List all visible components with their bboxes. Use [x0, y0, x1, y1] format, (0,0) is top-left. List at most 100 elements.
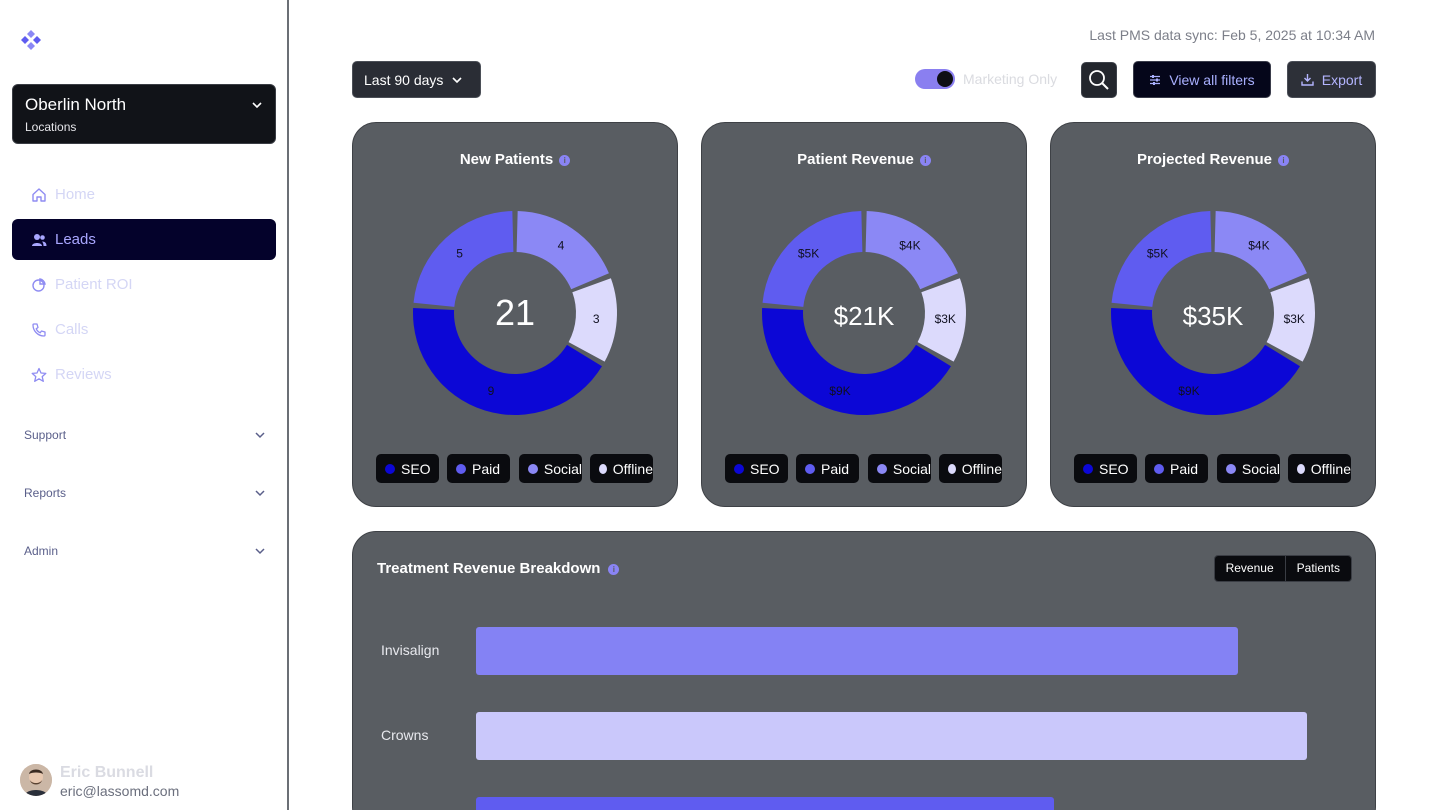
chevron-down-icon	[255, 490, 265, 497]
export-button[interactable]: Export	[1287, 61, 1376, 98]
legend-label: Paid	[472, 460, 501, 477]
slice-label: $9K	[1178, 384, 1199, 398]
bar[interactable]	[476, 712, 1307, 760]
location-selector[interactable]: Oberlin North Locations	[12, 84, 276, 144]
bar[interactable]	[476, 627, 1238, 675]
filters-label: View all filters	[1169, 71, 1255, 88]
marketing-only-toggle[interactable]	[915, 69, 955, 89]
info-icon[interactable]: i	[1278, 155, 1290, 166]
legend-item-seo[interactable]: SEO	[376, 454, 439, 483]
bar-row: Invisalign	[353, 627, 1375, 675]
sidebar-item-leads[interactable]: Leads	[12, 219, 276, 260]
avatar	[20, 764, 52, 796]
bar-row	[353, 797, 1375, 810]
donut-slice-social[interactable]	[516, 211, 609, 290]
sidebar-item-label: Patient ROI	[55, 276, 133, 293]
slice-label: $3K	[935, 312, 956, 326]
slice-label: 3	[593, 312, 600, 326]
chevron-down-icon	[255, 432, 265, 439]
legend-item-paid[interactable]: Paid	[1145, 454, 1208, 483]
view-all-filters-button[interactable]: View all filters	[1133, 61, 1271, 98]
section-label: Support	[24, 428, 67, 442]
slice-label: 9	[488, 384, 495, 398]
donut-chart: $4K $3K $9K $5K $35K	[1111, 211, 1315, 415]
legend-label: Offline	[961, 460, 1002, 477]
slice-label: 4	[558, 239, 565, 253]
sidebar-item-calls[interactable]: Calls	[12, 309, 276, 350]
chevron-down-icon	[255, 548, 265, 555]
bar-label: Crowns	[381, 727, 429, 743]
legend: SEO Paid Social Offline	[376, 454, 666, 484]
donut-slice-offline[interactable]	[917, 278, 966, 362]
search-icon	[1089, 70, 1109, 90]
legend-dot	[948, 463, 956, 474]
sidebar-item-patient-roi[interactable]: Patient ROI	[12, 264, 276, 305]
legend-item-paid[interactable]: Paid	[796, 454, 859, 483]
donut-slice-social[interactable]	[865, 211, 958, 290]
donut-slice-offline[interactable]	[568, 278, 617, 362]
card-title: Projected Revenue i	[1051, 151, 1375, 168]
sidebar-section-support[interactable]: Support	[24, 428, 266, 442]
legend-dot	[456, 463, 466, 474]
legend-dot	[1297, 463, 1305, 474]
chevron-down-icon	[252, 102, 262, 109]
legend-item-social[interactable]: Social	[519, 454, 582, 483]
logo-icon[interactable]	[19, 28, 43, 52]
revenue-tab[interactable]: Revenue	[1214, 556, 1285, 581]
treatment-revenue-panel: Treatment Revenue Breakdown i Revenue Pat…	[352, 531, 1376, 810]
legend-item-seo[interactable]: SEO	[725, 454, 788, 483]
donut-slice-paid[interactable]	[413, 211, 514, 307]
legend-label: SEO	[401, 460, 431, 477]
card-title: New Patients i	[353, 151, 677, 168]
sidebar-section-admin[interactable]: Admin	[24, 544, 266, 558]
legend-item-offline[interactable]: Offline	[939, 454, 1002, 483]
phone-icon	[31, 322, 47, 338]
location-subtitle: Locations	[25, 120, 77, 134]
slice-label: 5	[456, 246, 463, 260]
donut-slice-seo[interactable]	[413, 308, 602, 415]
donut-chart: 4 3 9 5 21	[413, 211, 617, 415]
section-label: Reports	[24, 486, 67, 500]
slice-label: $5K	[1147, 246, 1168, 260]
info-icon[interactable]: i	[608, 564, 620, 575]
info-icon[interactable]: i	[919, 155, 931, 166]
sidebar-item-home[interactable]: Home	[12, 174, 276, 215]
date-range-dropdown[interactable]: Last 90 days	[352, 61, 481, 98]
legend-dot	[599, 463, 607, 474]
legend-dot	[1083, 463, 1093, 474]
bar[interactable]	[476, 797, 1054, 810]
donut-slice-paid[interactable]	[762, 211, 863, 307]
donut-slice-seo[interactable]	[762, 308, 951, 415]
donut-slice-paid[interactable]	[1111, 211, 1212, 307]
legend-label: Paid	[1170, 460, 1199, 477]
bar-label: Invisalign	[381, 642, 440, 658]
legend-item-social[interactable]: Social	[868, 454, 931, 483]
toggle-knob	[937, 71, 953, 87]
legend-label: Offline	[612, 460, 653, 477]
search-button[interactable]	[1081, 62, 1117, 98]
legend-item-paid[interactable]: Paid	[447, 454, 510, 483]
legend-item-offline[interactable]: Offline	[590, 454, 653, 483]
legend-label: Offline	[1310, 460, 1351, 477]
legend-item-social[interactable]: Social	[1217, 454, 1280, 483]
sidebar-section-reports[interactable]: Reports	[24, 486, 266, 500]
legend-dot	[734, 463, 744, 474]
user-profile[interactable]: Eric Bunnell eric@lassomd.com	[20, 764, 280, 800]
legend-label: Social	[892, 460, 931, 477]
donut-slice-social[interactable]	[1214, 211, 1307, 290]
legend-item-offline[interactable]: Offline	[1288, 454, 1351, 483]
panel-title-text: Treatment Revenue Breakdown	[377, 560, 601, 577]
info-icon[interactable]: i	[559, 155, 571, 166]
user-email: eric@lassomd.com	[60, 783, 180, 799]
sliders-icon	[1150, 74, 1161, 85]
card-title-text: Patient Revenue	[797, 151, 914, 168]
sidebar-item-reviews[interactable]: Reviews	[12, 354, 276, 395]
legend-item-seo[interactable]: SEO	[1074, 454, 1137, 483]
revenue-patients-toggle: Revenue Patients	[1213, 555, 1352, 582]
donut-slice-seo[interactable]	[1111, 308, 1300, 415]
patients-tab[interactable]: Patients	[1284, 556, 1351, 581]
sidebar-item-label: Home	[55, 186, 96, 203]
slice-label: $5K	[798, 246, 819, 260]
donut-slice-offline[interactable]	[1266, 278, 1315, 362]
